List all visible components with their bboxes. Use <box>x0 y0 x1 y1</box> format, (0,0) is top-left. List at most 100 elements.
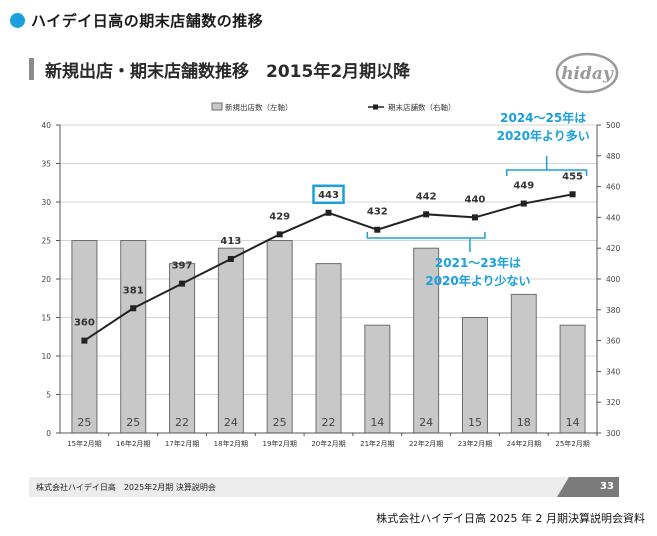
right-axis-tick-label: 480 <box>606 152 621 161</box>
right-axis-tick-label: 380 <box>606 306 621 315</box>
annotation-text: 2021～23年は <box>435 255 521 270</box>
bullet-dot-icon <box>10 12 25 28</box>
line-value-label: 432 <box>367 207 388 218</box>
footer-text: 株式会社ハイデイ日高 2025年2月期 決算説明会 <box>36 483 216 492</box>
slide-heading-row: 新規出店・期末店舗数推移 2015年2月期以降 <box>29 57 410 82</box>
page-number: 33 <box>600 481 614 492</box>
left-axis-tick-label: 20 <box>41 275 51 284</box>
annotation-text: 2020年より多い <box>497 128 590 143</box>
highlight-box <box>312 184 345 205</box>
right-axis-tick-label: 340 <box>606 367 621 376</box>
x-axis-tick-label: 18年2月期 <box>214 439 248 448</box>
line-point <box>276 231 283 238</box>
line-point <box>227 255 234 262</box>
annotation-bracket <box>366 232 486 239</box>
left-axis-tick-label: 10 <box>41 352 51 361</box>
page-title-row: ハイデイ日高の期末店舗数の推移 <box>10 9 263 31</box>
x-axis-tick-label: 19年2月期 <box>262 439 296 448</box>
right-axis-tick-label: 460 <box>606 183 621 192</box>
line-value-label: 397 <box>172 261 193 272</box>
right-axis-tick-label: 300 <box>606 429 621 438</box>
bar <box>120 240 147 434</box>
line-value-label: 455 <box>562 171 583 182</box>
left-axis-tick-label: 40 <box>41 121 51 130</box>
right-axis-tick-label: 360 <box>606 337 621 346</box>
bar <box>510 293 537 434</box>
line-point <box>179 280 186 287</box>
line-layer <box>81 191 576 344</box>
x-axis-tick-label: 16年2月期 <box>116 439 150 448</box>
legend-bar-label: 新規出店数（左軸） <box>225 102 293 112</box>
bar <box>71 240 98 434</box>
axes-layer <box>56 124 601 436</box>
bar-value-label: 25 <box>126 416 140 429</box>
line-point <box>374 226 381 233</box>
bar <box>559 324 586 434</box>
line-point <box>423 211 430 218</box>
source-note: 株式会社ハイデイ日高 2025 年 2 月期決算説明会資料 <box>376 512 645 525</box>
bar-value-label: 25 <box>273 416 287 429</box>
line-point <box>81 337 88 344</box>
bar-value-label: 25 <box>77 416 91 429</box>
hiday-logo: hiday <box>555 52 619 94</box>
line-value-label: 443 <box>318 190 339 201</box>
left-axis-tick-label: 0 <box>46 429 51 438</box>
bar <box>364 324 391 434</box>
legend-line-marker <box>373 104 378 110</box>
line-point <box>130 305 137 312</box>
line-value-label: 429 <box>269 211 290 222</box>
left-axis-tick-label: 25 <box>41 237 51 246</box>
line-value-label: 442 <box>416 191 437 202</box>
annotation-text: 2020年より少ない <box>425 273 530 288</box>
bar-value-label: 15 <box>468 416 482 429</box>
right-axis-tick-label: 440 <box>606 213 621 222</box>
line-value-label: 440 <box>465 194 486 205</box>
bar <box>169 263 196 434</box>
x-axis-tick-label: 23年2月期 <box>458 439 492 448</box>
bars-layer <box>71 240 586 434</box>
right-axis-tick-label: 320 <box>606 398 621 407</box>
legend-bar-swatch <box>211 102 223 111</box>
right-axis-tick-label: 500 <box>606 121 621 130</box>
heading-bar-icon <box>29 58 34 80</box>
labels-layer: 0 5 10 15 20 25 30 35 40 300 320 340 360 380 400 420 440… <box>41 121 620 448</box>
bar <box>315 263 342 434</box>
bar <box>461 317 488 434</box>
left-axis-tick-label: 35 <box>41 160 51 169</box>
bar <box>413 247 440 434</box>
x-axis-tick-label: 15年2月期 <box>67 439 101 448</box>
x-axis-tick-label: 25年2月期 <box>555 439 589 448</box>
page-title: ハイデイ日高の期末店舗数の推移 <box>31 11 264 30</box>
annotation-layer: 2024～25年は 2020年より多い 2021～23年は 2020年より少ない <box>366 110 590 288</box>
bar <box>266 240 293 434</box>
left-axis-tick-label: 5 <box>46 391 51 400</box>
annotation-text: 2024～25年は <box>500 110 586 125</box>
line-value-label: 413 <box>220 236 241 247</box>
footer-bar <box>29 477 619 497</box>
bar-value-label: 18 <box>517 416 531 429</box>
legend-line-label: 期末店舗数（右軸） <box>388 102 456 112</box>
bar-value-label: 14 <box>370 416 384 429</box>
bar-value-label: 24 <box>224 416 238 429</box>
x-axis-tick-label: 24年2月期 <box>507 439 541 448</box>
x-axis-tick-label: 17年2月期 <box>165 439 199 448</box>
bar-value-label: 14 <box>566 416 580 429</box>
bar-value-label: 22 <box>322 416 336 429</box>
line-point <box>520 200 527 207</box>
x-axis-tick-label: 21年2月期 <box>360 439 394 448</box>
legend-layer: 新規出店数（左軸） 期末店舗数（右軸） <box>211 102 456 112</box>
svg-text:hiday: hiday <box>561 64 614 84</box>
line-value-label: 381 <box>123 285 144 296</box>
right-axis-tick-label: 400 <box>606 275 621 284</box>
bar-value-label: 24 <box>419 416 433 429</box>
line-point <box>325 209 332 216</box>
bar-value-label: 22 <box>175 416 189 429</box>
left-axis-tick-label: 15 <box>41 314 51 323</box>
line-value-label: 449 <box>513 181 534 192</box>
left-axis-tick-label: 30 <box>41 198 51 207</box>
line-value-label: 360 <box>74 318 95 329</box>
line-point <box>569 191 576 198</box>
x-axis-tick-label: 20年2月期 <box>311 439 345 448</box>
line-point <box>471 214 478 221</box>
